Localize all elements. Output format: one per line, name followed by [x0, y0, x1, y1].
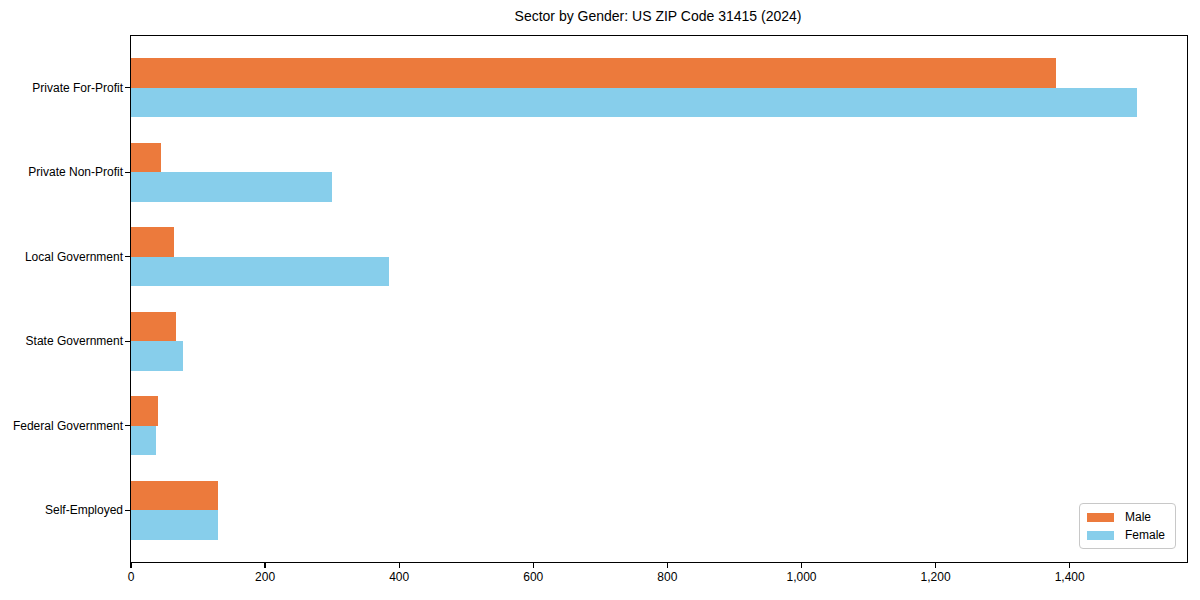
bar-male-federal-government: [131, 396, 158, 426]
bar-female-federal-government: [131, 426, 156, 456]
bar-female-private-non-profit: [131, 172, 332, 202]
legend: Male Female: [1079, 503, 1176, 549]
category-label-self-employed: Self-Employed: [3, 503, 123, 517]
category-label-private-for-profit: Private For-Profit: [3, 81, 123, 95]
category-label-federal-government: Federal Government: [3, 419, 123, 433]
legend-label-female: Female: [1125, 528, 1165, 542]
bar-male-state-government: [131, 312, 176, 342]
plot-area: Private For-ProfitPrivate Non-ProfitLoca…: [130, 35, 1188, 563]
bar-female-self-employed: [131, 510, 218, 540]
bar-female-local-government: [131, 257, 389, 287]
bar-female-state-government: [131, 341, 183, 371]
x-tick-mark: [130, 563, 131, 568]
bar-male-private-non-profit: [131, 143, 161, 173]
x-tick-mark: [264, 563, 265, 568]
bar-male-self-employed: [131, 481, 218, 511]
legend-item-female: Female: [1087, 528, 1165, 542]
x-tick-label: 200: [225, 570, 305, 584]
bar-male-private-for-profit: [131, 58, 1056, 88]
legend-item-male: Male: [1087, 510, 1165, 524]
x-tick-mark: [399, 563, 400, 568]
x-tick-label: 1,200: [896, 570, 976, 584]
legend-male-swatch: [1087, 513, 1114, 522]
y-tick-mark: [125, 510, 130, 511]
bar-female-private-for-profit: [131, 88, 1137, 118]
category-label-private-non-profit: Private Non-Profit: [3, 165, 123, 179]
x-tick-mark: [935, 563, 936, 568]
y-tick-mark: [125, 87, 130, 88]
x-tick-mark: [667, 563, 668, 568]
y-tick-mark: [125, 172, 130, 173]
x-tick-label: 400: [359, 570, 439, 584]
category-label-local-government: Local Government: [3, 250, 123, 264]
x-tick-label: 800: [627, 570, 707, 584]
x-tick-label: 1,000: [761, 570, 841, 584]
x-tick-label: 0: [91, 570, 171, 584]
legend-label-male: Male: [1125, 510, 1151, 524]
figure: Sector by Gender: US ZIP Code 31415 (202…: [0, 0, 1200, 600]
x-tick-mark: [801, 563, 802, 568]
x-tick-mark: [533, 563, 534, 568]
y-tick-mark: [125, 256, 130, 257]
y-tick-mark: [125, 341, 130, 342]
y-tick-mark: [125, 425, 130, 426]
x-tick-mark: [1069, 563, 1070, 568]
bar-male-local-government: [131, 227, 174, 257]
x-tick-label: 600: [493, 570, 573, 584]
category-label-state-government: State Government: [3, 334, 123, 348]
chart-title: Sector by Gender: US ZIP Code 31415 (202…: [130, 7, 1186, 25]
legend-female-swatch: [1087, 531, 1114, 540]
x-tick-label: 1,400: [1030, 570, 1110, 584]
